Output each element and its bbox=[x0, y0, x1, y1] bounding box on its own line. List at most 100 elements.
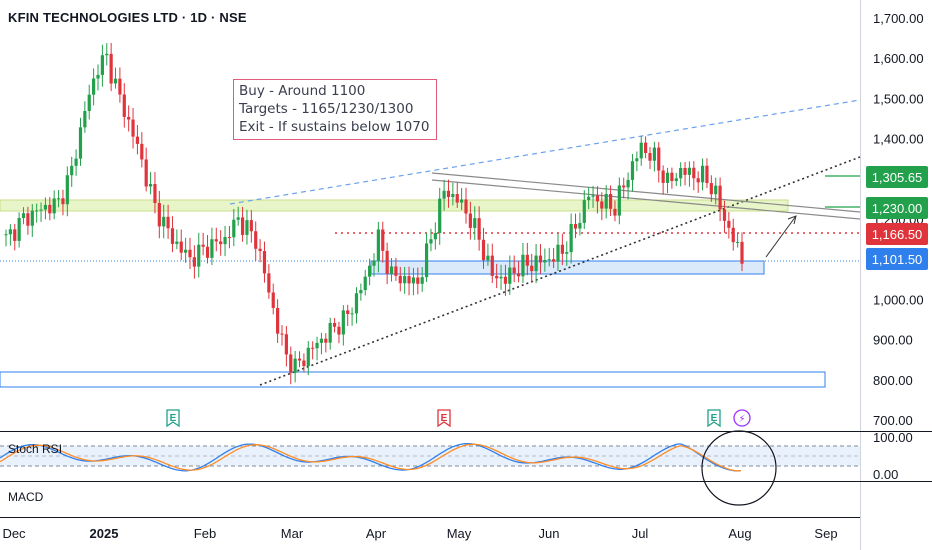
candle-body bbox=[560, 244, 564, 254]
price-badge-1305[interactable]: 1,305.65 bbox=[866, 166, 928, 188]
svg-text:1,305.65: 1,305.65 bbox=[872, 170, 923, 185]
candle-body bbox=[407, 276, 411, 284]
svg-text:E: E bbox=[441, 413, 448, 424]
candle-body bbox=[403, 276, 407, 284]
candle-body bbox=[43, 204, 48, 210]
candle-body bbox=[92, 78, 96, 95]
candle-body bbox=[429, 239, 433, 244]
candle-body bbox=[328, 322, 332, 343]
candle-body bbox=[530, 265, 534, 272]
dividend-lightning-icon[interactable]: ⚡ bbox=[733, 409, 751, 427]
candle-body bbox=[337, 326, 341, 335]
time-axis-tick: May bbox=[447, 526, 472, 541]
candle-body bbox=[547, 259, 551, 261]
earnings-event-icon[interactable]: E bbox=[707, 409, 721, 428]
candle-body bbox=[692, 167, 696, 179]
event-markers: E E E ⚡ bbox=[166, 409, 751, 428]
candle-body bbox=[499, 276, 503, 279]
candle-body bbox=[232, 219, 236, 238]
note-line-exit: Exit - If sustains below 1070 bbox=[239, 119, 430, 135]
candle-body bbox=[565, 252, 569, 254]
candle-body bbox=[201, 244, 205, 247]
candle-body bbox=[420, 277, 424, 284]
svg-text:E: E bbox=[711, 413, 718, 424]
price-badge-1101[interactable]: 1,101.50 bbox=[866, 248, 928, 270]
candle-body bbox=[70, 165, 74, 176]
candle-body bbox=[175, 241, 179, 244]
candle-body bbox=[416, 277, 420, 284]
time-axis-tick: Jun bbox=[539, 526, 560, 541]
candle-body bbox=[227, 237, 232, 239]
rising-trendline-dotted[interactable] bbox=[259, 156, 861, 386]
candle-body bbox=[468, 213, 472, 228]
price-axis-tick: 1,400.00 bbox=[873, 132, 924, 147]
falling-trendline-lower[interactable] bbox=[431, 179, 861, 220]
candle-body bbox=[192, 257, 196, 267]
macd-label[interactable]: MACD bbox=[8, 490, 44, 504]
candle-body bbox=[613, 208, 617, 216]
candle-body bbox=[665, 172, 670, 183]
time-axis-tick: Jul bbox=[632, 526, 649, 541]
candle-body bbox=[197, 244, 201, 267]
candle-body bbox=[39, 209, 43, 211]
candle-body bbox=[455, 194, 459, 203]
price-axis[interactable]: 1,700.001,600.001,500.001,400.001,300.00… bbox=[873, 11, 924, 428]
candle-body bbox=[350, 313, 354, 315]
candle-body bbox=[661, 170, 665, 183]
time-axis-tick: Mar bbox=[281, 526, 304, 541]
candle-body bbox=[78, 127, 83, 159]
candle-body bbox=[118, 78, 122, 95]
candle-body bbox=[56, 198, 61, 200]
candle-body bbox=[512, 267, 516, 274]
candle-body bbox=[433, 232, 437, 240]
candle-body bbox=[354, 293, 359, 314]
candle-body bbox=[718, 185, 722, 210]
trade-plan-note[interactable]: Buy - Around 1100 Targets - 1165/1230/13… bbox=[233, 79, 437, 140]
price-axis-tick: 1,500.00 bbox=[873, 91, 924, 106]
candle-body bbox=[525, 254, 529, 266]
candles-group bbox=[4, 42, 744, 385]
support-zone[interactable] bbox=[370, 260, 765, 275]
candle-body bbox=[302, 360, 306, 367]
base-zone[interactable] bbox=[0, 371, 826, 388]
candle-body bbox=[346, 310, 350, 314]
stoch-k-line bbox=[0, 442, 742, 472]
candle-body bbox=[17, 218, 21, 241]
candle-body bbox=[464, 199, 468, 214]
candle-body bbox=[262, 251, 267, 274]
candle-body bbox=[714, 185, 718, 195]
candle-body bbox=[249, 220, 253, 232]
candle-body bbox=[709, 183, 713, 195]
stoch-rsi-label[interactable]: Stoch RSI bbox=[8, 442, 63, 456]
candle-body bbox=[438, 198, 442, 233]
highlight-circle[interactable] bbox=[701, 430, 777, 506]
note-line-targets: Targets - 1165/1230/1300 bbox=[239, 101, 414, 117]
time-axis[interactable]: Dec 2025 Feb Mar Apr May Jun Jul Aug Sep bbox=[2, 526, 837, 541]
time-axis-tick: 2025 bbox=[90, 526, 119, 541]
candle-body bbox=[389, 266, 394, 274]
projection-arrow[interactable] bbox=[765, 215, 797, 258]
falling-trendline-upper[interactable] bbox=[431, 172, 861, 213]
candle-body bbox=[727, 220, 731, 228]
candle-body bbox=[582, 200, 586, 223]
long-trend-line-dashed[interactable] bbox=[229, 99, 861, 205]
candle-body bbox=[442, 190, 446, 199]
candle-body bbox=[622, 185, 626, 188]
candle-body bbox=[617, 185, 621, 216]
price-badge-1230[interactable]: 1,230.00 bbox=[866, 197, 928, 219]
price-badge-1166[interactable]: 1,166.50 bbox=[866, 223, 928, 245]
candle-body bbox=[157, 203, 161, 227]
earnings-event-icon[interactable]: E bbox=[437, 409, 451, 428]
candle-body bbox=[368, 265, 372, 277]
candle-body bbox=[214, 239, 218, 242]
candle-body bbox=[424, 243, 429, 278]
candle-body bbox=[166, 216, 170, 229]
candle-body bbox=[556, 244, 560, 262]
candle-body bbox=[696, 178, 700, 183]
time-axis-tick: Sep bbox=[814, 526, 837, 541]
candle-body bbox=[670, 172, 674, 181]
earnings-event-icon[interactable]: E bbox=[166, 409, 180, 428]
candle-body bbox=[293, 358, 297, 373]
candle-body bbox=[359, 290, 363, 294]
